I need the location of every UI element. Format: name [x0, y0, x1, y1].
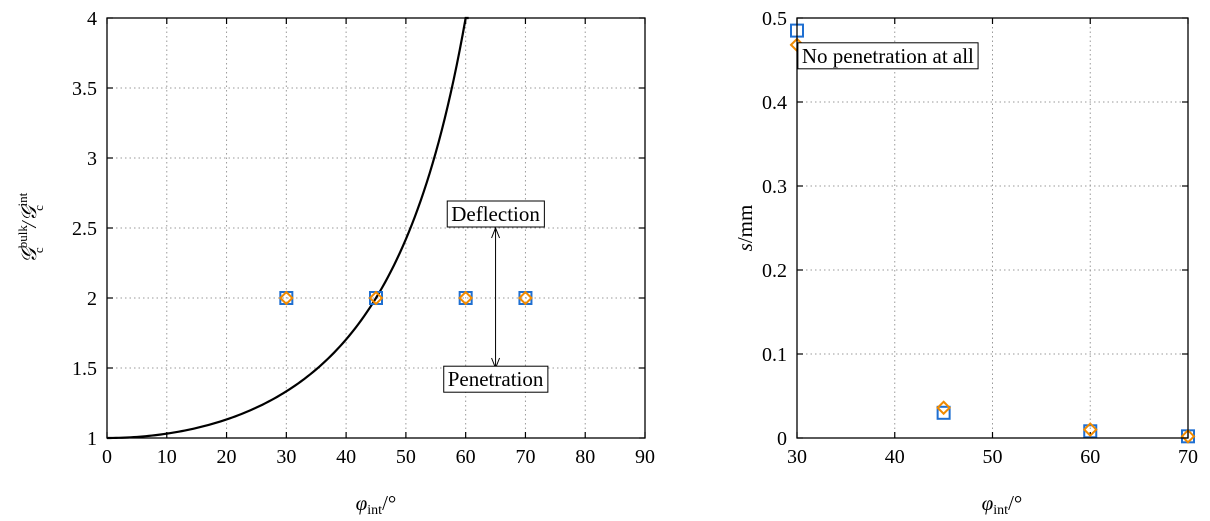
right-y-tick-label: 0.3 — [762, 176, 787, 198]
right-x-tick-label: 70 — [1178, 446, 1198, 468]
left-x-tick-label: 70 — [515, 446, 535, 468]
right-diamond-marker — [1180, 428, 1196, 444]
left-y-tick-label: 1 — [87, 428, 97, 450]
left-x-tick-label: 30 — [276, 446, 296, 468]
left-x-tick-label: 60 — [456, 446, 476, 468]
right-y-tick-label: 0.4 — [762, 92, 787, 114]
left-x-tick-label: 50 — [396, 446, 416, 468]
right-plot-frame — [796, 17, 1189, 439]
left-x-tick-label: 40 — [336, 446, 356, 468]
left-annotation-text: Deflection — [451, 202, 540, 226]
left-diamond-marker — [278, 290, 294, 306]
left-x-tick-label: 80 — [575, 446, 595, 468]
right-x-tick-label: 60 — [1080, 446, 1100, 468]
left-plot-frame — [106, 17, 646, 439]
left-x-tick-label: 20 — [217, 446, 237, 468]
left-x-tick-label: 10 — [157, 446, 177, 468]
right-y-tick-label: 0.2 — [762, 260, 787, 282]
left-annotation-text: Penetration — [448, 367, 544, 391]
right-x-axis-label: φint/° — [982, 491, 1023, 518]
right-square-marker — [936, 405, 951, 420]
left-diamond-marker — [518, 290, 533, 306]
left-y-tick-label: 3.5 — [72, 78, 97, 100]
left-arrow-head-up — [491, 226, 501, 239]
left-annotation-box — [443, 365, 549, 393]
left-diamond-marker — [458, 290, 474, 306]
right-annotation-box — [797, 42, 979, 70]
left-y-tick-label: 4 — [87, 8, 97, 30]
right-y-tick-label: 0.5 — [762, 8, 787, 30]
left-annotation-box — [446, 200, 545, 228]
left-y-tick-label: 2.5 — [72, 218, 97, 240]
right-annotation-text: No penetration at all — [802, 44, 974, 68]
left-y-tick-label: 1.5 — [72, 358, 97, 380]
left-y-axis-label: 𝒢bulkc/𝒢intc — [15, 192, 46, 263]
right-diamond-marker — [936, 400, 952, 416]
right-x-tick-label: 50 — [983, 446, 1003, 468]
left-chart: 0 10 20 30 40 50 60 70 80 90 1 1.5 2 2.5 3 3.5 4 Deflecti… — [72, 8, 655, 468]
left-y-tick-label: 2 — [87, 288, 97, 310]
right-square-marker — [1083, 424, 1098, 439]
left-x-tick-label: 0 — [102, 446, 112, 468]
right-y-tick-label: 0.1 — [762, 344, 787, 366]
left-x-tick-label: 90 — [635, 446, 655, 468]
right-x-tick-label: 30 — [787, 446, 807, 468]
right-x-tick-label: 40 — [885, 446, 905, 468]
right-y-tick-label: 0 — [777, 428, 787, 450]
left-y-tick-label: 3 — [87, 148, 97, 170]
right-diamond-marker — [1082, 422, 1098, 438]
left-x-axis-label: φint/° — [356, 491, 397, 518]
right-chart: 30 40 50 60 70 0 0.1 0.2 0.3 0.4 0.5 No penetration… — [762, 8, 1198, 468]
left-diamond-marker — [368, 290, 384, 306]
right-y-axis-label: s/mm — [733, 205, 757, 252]
left-curve-line — [106, 16, 469, 440]
